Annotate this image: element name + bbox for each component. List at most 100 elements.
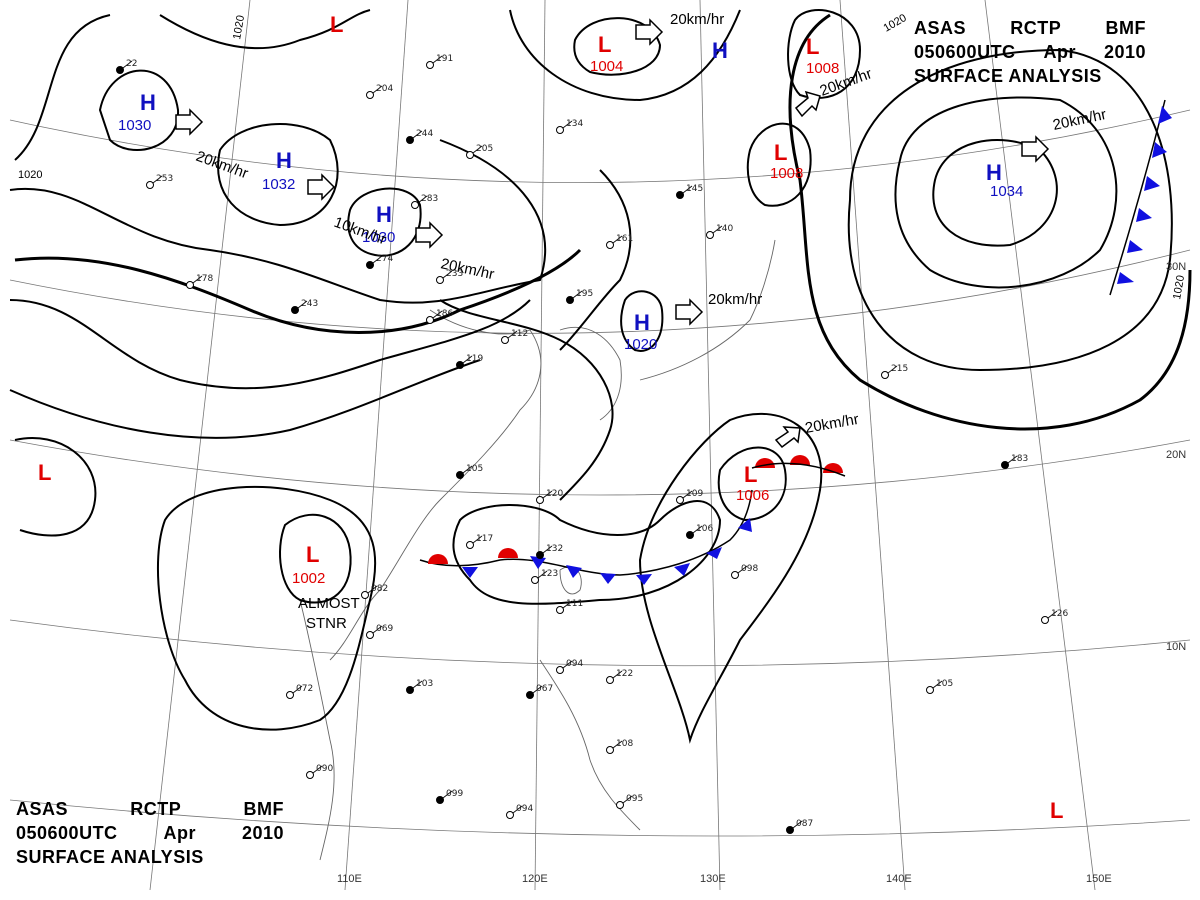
meridian-150e	[984, 0, 1096, 891]
wind-barb	[372, 255, 383, 264]
station-circle	[881, 371, 889, 379]
station-circle	[566, 296, 574, 304]
station-plot: 145	[676, 184, 703, 199]
fronts	[419, 99, 1172, 585]
wind-barb	[562, 660, 573, 669]
pressure-centers: H 1030 H 1032 H 1030 H 1020 H 1034 H L 1…	[38, 12, 1063, 823]
station-plot: 161	[606, 234, 633, 249]
motion-arrow	[794, 90, 821, 118]
low-letter: L	[306, 542, 319, 567]
coast-japan	[639, 239, 776, 381]
station-value: 132	[546, 544, 563, 554]
meridian-100e	[149, 0, 251, 891]
station-circle	[556, 606, 564, 614]
high-value: 1030	[362, 229, 395, 246]
station-value: 072	[296, 684, 313, 694]
station-plot: 134	[556, 119, 583, 134]
station-plot: 22	[116, 59, 137, 74]
isobar-low-sw	[14, 437, 97, 537]
station-circle	[411, 201, 419, 209]
high-letter: H	[376, 202, 392, 227]
station-plot: 120	[536, 489, 563, 504]
station-plot: 178	[186, 274, 213, 289]
station-circle	[406, 136, 414, 144]
station-value: 067	[536, 684, 553, 694]
motion-label: 20km/hr	[708, 291, 762, 308]
low-letter: L	[774, 140, 787, 165]
station-plot: 132	[536, 544, 563, 559]
wind-barb	[292, 685, 303, 694]
station-value: 112	[511, 329, 528, 339]
station-value: 108	[616, 739, 633, 749]
station-value: 274	[376, 254, 393, 264]
low-value: 1008	[770, 165, 803, 182]
station-value: 117	[476, 534, 493, 544]
wind-barb	[712, 225, 723, 234]
station-plot: 105	[926, 679, 953, 694]
parallel-10n	[9, 619, 1191, 667]
wind-barb	[312, 765, 323, 774]
station-value: 205	[476, 144, 493, 154]
station-plots: 22 253 161 195 186 112 119 117 123 132 111 069 103 07…	[116, 54, 1068, 834]
high-value: 1034	[990, 183, 1023, 200]
isobar-1030-west	[98, 69, 180, 151]
wind-barb	[1047, 610, 1058, 619]
wind-barb	[537, 570, 548, 579]
station-value: 126	[1051, 609, 1068, 619]
isobars	[9, 9, 1192, 744]
isobar	[9, 139, 546, 304]
month: Apr	[1043, 42, 1076, 62]
station-circle	[606, 676, 614, 684]
meridian-120e	[534, 0, 546, 891]
isobar-north	[509, 9, 741, 102]
coast-china	[329, 309, 542, 661]
wind-barb	[612, 740, 623, 749]
station-circle	[676, 191, 684, 199]
wind-barb	[1007, 455, 1018, 464]
station-plot: 233	[436, 269, 463, 284]
annotation-stnr: STNR	[306, 615, 347, 632]
station-plot: 253	[146, 174, 173, 189]
agency-code: BMF	[243, 799, 284, 819]
motion-label: 20km/hr	[194, 148, 251, 183]
motion-arrow	[1021, 135, 1050, 163]
wind-barb	[572, 290, 583, 299]
wind-barb	[542, 490, 553, 499]
wind-barb	[512, 805, 523, 814]
station-plot: 243	[291, 299, 318, 314]
wind-barb	[792, 820, 803, 829]
lon-label: 150E	[1086, 873, 1112, 885]
low-letter: L	[1050, 798, 1063, 823]
station-plot: 072	[286, 684, 313, 699]
isobar-1034-outer	[847, 48, 1173, 372]
station-circle	[606, 241, 614, 249]
station-circle	[556, 126, 564, 134]
year: 2010	[1103, 42, 1146, 62]
station-value: 111	[566, 599, 583, 609]
isobar-1032	[217, 123, 339, 227]
station-value: 191	[436, 54, 453, 64]
low-value: 1004	[590, 58, 623, 75]
low-value: 1006	[736, 487, 769, 504]
isobar-1008-south	[746, 122, 812, 207]
wind-barb	[367, 585, 378, 594]
wind-barb	[932, 680, 943, 689]
station-circle	[926, 686, 934, 694]
station-plot: 186	[426, 309, 453, 324]
title-agency-row: ASAS RCTP BMF	[914, 16, 1146, 40]
isobar-label: 1020	[18, 169, 42, 181]
motion-label: 20km/hr	[670, 11, 724, 28]
low-letter: L	[38, 460, 51, 485]
station-circle	[686, 531, 694, 539]
station-value: 145	[686, 184, 703, 194]
motion-arrow	[635, 18, 664, 46]
isobar-1004	[573, 17, 662, 76]
station-value: 082	[371, 584, 388, 594]
station-circle	[466, 151, 474, 159]
wind-barb	[737, 565, 748, 574]
station-circle	[306, 771, 314, 779]
parallel-40n	[9, 109, 1191, 183]
station-circle	[616, 801, 624, 809]
cold-front-triangles	[462, 518, 752, 585]
